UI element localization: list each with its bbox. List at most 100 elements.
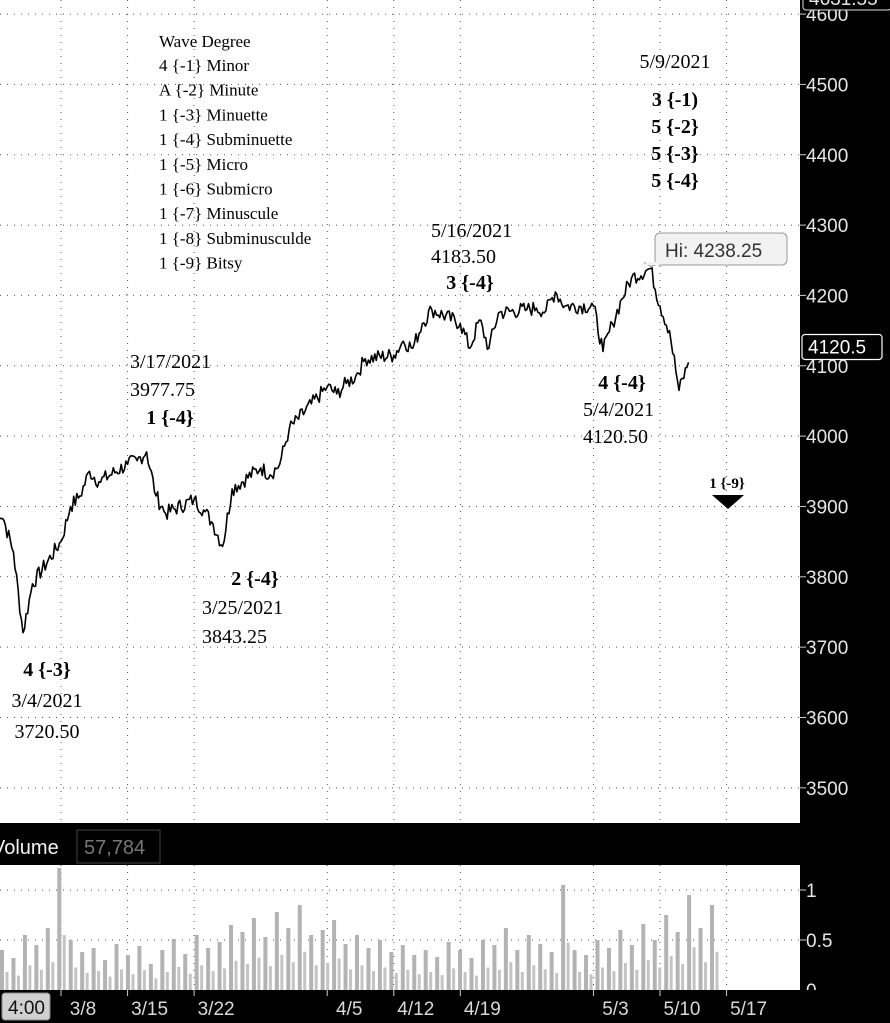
volume-bar [435,957,440,990]
wave-annotation-line: 4183.50 [431,246,496,268]
volume-bar [446,942,451,990]
volume-axis-background [800,829,890,990]
volume-bar [326,963,330,990]
volume-bar [469,958,474,990]
volume-bar [280,954,284,990]
legend-item: 1 {-5} Micro [159,155,248,174]
wave-annotation-line: 5/9/2021 [639,51,710,73]
volume-bar [595,940,600,990]
volume-bar [206,948,211,990]
legend-item: 1 {-9} Bitsy [159,254,243,273]
volume-bar [463,972,467,990]
volume-bar [114,944,119,990]
volume-bar [509,962,513,990]
wave-annotation-line: 4120.50 [583,426,648,448]
volume-axis-tick-label: 0.5 [806,931,832,952]
volume-bar [526,935,531,990]
volume-bar [188,973,192,990]
volume-bar [383,967,387,990]
top-clipped-label-box [802,0,890,11]
volume-bar [520,972,524,990]
volume-bar [165,972,169,990]
volume-bar [337,958,341,990]
top-clipped-label: 4631.55 [809,0,878,10]
volume-bar [125,955,130,990]
volume-bar [5,972,9,990]
volume-bar [22,935,27,990]
volume-header: Volume 57,784 [0,829,161,864]
volume-bar [389,952,394,990]
volume-bar [177,967,181,990]
volume-bar [641,924,646,990]
marker-down-triangle [712,495,744,509]
volume-bar [57,868,62,990]
volume-bar [291,962,295,990]
legend-item: 1 {-3} Minuette [159,105,268,124]
volume-bar [687,895,692,990]
price-axis-tick-label: 3800 [806,568,848,589]
wave-annotation-line: 4 {-4} [598,372,646,394]
price-axis-tick-label: 3900 [806,497,848,518]
volume-bar [234,960,238,990]
volume-bar [68,940,73,990]
legend-title: Wave Degree [159,32,251,51]
volume-bar [600,967,604,990]
volume-bar [572,950,577,990]
volume-bar [131,974,135,990]
volume-bar [555,972,559,990]
volume-bar [440,975,444,990]
time-axis-tick-label: 5/17 [730,999,767,1020]
volume-bar [320,930,325,990]
volume-plot-background [0,865,800,990]
volume-bar [394,972,398,990]
volume-bar [377,940,382,990]
volume-bar [137,946,142,990]
volume-bar [486,967,490,990]
volume-bar [154,978,158,990]
volume-bar [0,950,4,990]
volume-bars [0,868,719,990]
wave-annotation: 4 {-4} 5/4/2021 4120.50 [583,372,654,448]
price-axis-tick-label: 3600 [806,708,848,729]
volume-bar [423,950,428,990]
volume-bar [268,966,272,990]
volume-bar [515,950,520,990]
volume-bar [245,963,249,990]
volume-bar [681,963,685,990]
time-axis-tick-label: 5/3 [602,999,628,1020]
volume-bar [452,968,456,990]
volume-bar [80,952,85,990]
wave-annotation-line: 3843.25 [202,626,267,648]
volume-bar [549,952,554,990]
price-axis-tick-label: 3700 [806,638,848,659]
volume-bar [142,970,146,990]
volume-bar [618,930,623,990]
price-axis-tick-label: 4500 [806,75,848,96]
wave-annotation-line: 3 {-4} [446,272,494,294]
volume-bar [297,905,302,990]
wave-annotation-line: 5/16/2021 [431,220,512,242]
volume-bar [171,939,176,990]
wave-annotation-line: 5 {-3} [651,143,699,165]
volume-bar [629,945,634,990]
legend-item: 1 {-7} Minuscule [159,204,278,223]
volume-bar [332,920,337,990]
price-series [0,267,690,634]
wave-annotation: 3 {-1) 5 {-2} 5 {-3} 5 {-4} [651,89,699,192]
volume-bar [251,918,256,990]
volume-value-box [76,829,161,864]
volume-bar [458,950,463,990]
volume-bar [360,965,364,990]
volume-bar [543,969,547,990]
volume-bar [263,937,268,990]
volume-bar [715,951,719,990]
time-axis-tick-label: 3/15 [131,999,168,1020]
wave-annotations: Hi: 4238.25 4 {-3} 3/4/2021 3720.50 3/17/202… [11,51,788,743]
volume-bar [303,951,307,990]
volume-bar [200,965,204,990]
volume-bar [160,950,165,990]
price-axis: 3500 3600 3700 3800 3900 4000 4100 4200 4300 4400… [800,0,890,800]
volume-bar [606,948,611,990]
time-axis-tick-label: 4/12 [397,999,434,1020]
volume-bar [314,965,318,990]
